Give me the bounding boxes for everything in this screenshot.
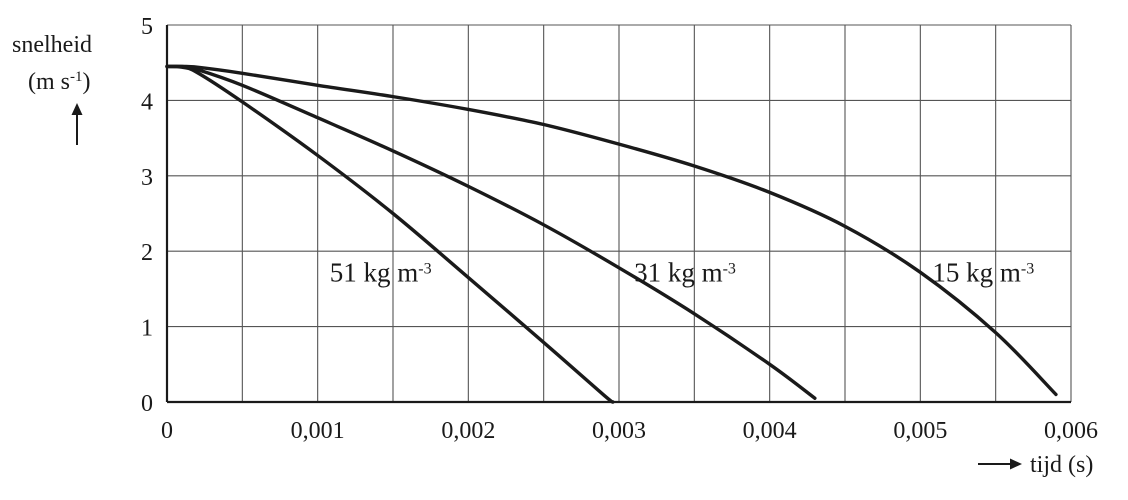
series-label: 15 kg m-3 bbox=[932, 257, 1034, 287]
x-tick-label: 0,002 bbox=[441, 418, 495, 444]
y-tick-label: 2 bbox=[141, 240, 153, 266]
y-tick-label: 3 bbox=[141, 165, 153, 191]
grid bbox=[167, 24, 1072, 402]
x-tick-label: 0,004 bbox=[743, 418, 797, 444]
series-label-exponent: -3 bbox=[1021, 260, 1034, 277]
series-labels: 51 kg m-3 31 kg m-3 15 kg m-3 bbox=[330, 257, 1035, 287]
series-label-exponent: -3 bbox=[723, 260, 736, 277]
y-axis-unit-close: ) bbox=[83, 69, 91, 95]
y-tick-labels: 0 1 2 3 4 5 bbox=[141, 14, 153, 417]
x-axis-title: tijd (s) bbox=[1030, 452, 1093, 478]
y-tick-label: 4 bbox=[141, 89, 153, 115]
series-label-text: 51 kg m bbox=[330, 257, 419, 287]
axes bbox=[165, 25, 1071, 404]
y-axis-unit-exponent: -1 bbox=[70, 69, 83, 85]
x-tick-labels: 0 0,001 0,002 0,003 0,004 0,005 0,006 bbox=[161, 418, 1098, 444]
x-tick-label: 0,006 bbox=[1044, 418, 1098, 444]
y-axis-title: snelheid bbox=[12, 32, 92, 58]
series-line bbox=[165, 64, 1058, 397]
y-axis-unit-base: (m s bbox=[28, 69, 70, 95]
x-tick-label: 0,005 bbox=[893, 418, 947, 444]
series-label: 51 kg m-3 bbox=[330, 257, 432, 287]
y-axis-unit: (m s-1) bbox=[28, 69, 91, 95]
y-axis-arrow-icon bbox=[71, 103, 83, 145]
y-tick-label: 1 bbox=[141, 316, 153, 342]
x-axis-arrow-icon bbox=[978, 458, 1022, 470]
series-label-exponent: -3 bbox=[418, 260, 431, 277]
x-tick-label: 0 bbox=[161, 418, 173, 444]
series bbox=[165, 64, 1058, 404]
x-tick-label: 0,001 bbox=[291, 418, 345, 444]
series-line bbox=[165, 64, 817, 400]
series-line bbox=[165, 64, 615, 404]
x-tick-label: 0,003 bbox=[592, 418, 646, 444]
y-tick-label: 0 bbox=[141, 391, 153, 417]
series-label-text: 31 kg m bbox=[634, 257, 723, 287]
y-tick-label: 5 bbox=[141, 14, 153, 40]
series-label: 31 kg m-3 bbox=[634, 257, 736, 287]
series-label-text: 15 kg m bbox=[932, 257, 1021, 287]
